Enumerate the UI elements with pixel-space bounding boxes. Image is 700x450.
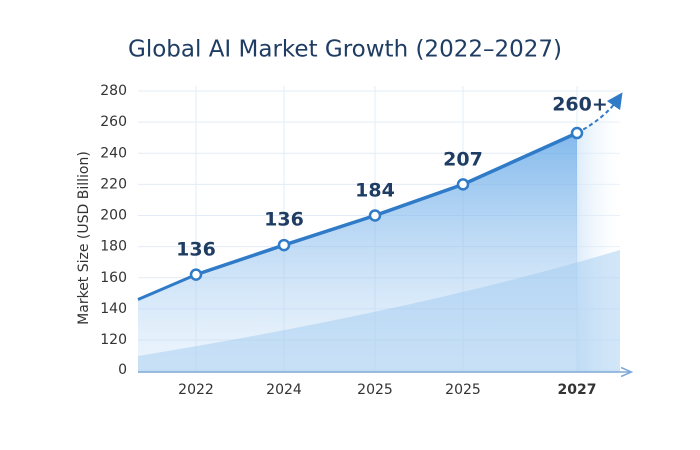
y-tick-label: 280 bbox=[100, 83, 127, 99]
point bbox=[189, 268, 203, 281]
y-tick-label: 0 bbox=[118, 362, 127, 378]
chart-title: Global AI Market Growth (2022–2027) bbox=[128, 37, 562, 63]
lower-band bbox=[138, 250, 620, 372]
x-tick-label: 2022 bbox=[178, 382, 214, 398]
point bbox=[456, 178, 470, 191]
point bbox=[277, 238, 291, 252]
data-annotation: 136 bbox=[176, 239, 216, 261]
x-tick-label: 2025 bbox=[357, 382, 393, 398]
area-fade bbox=[577, 100, 620, 372]
y-tick-label: 200 bbox=[100, 208, 127, 224]
y-tick-label: 140 bbox=[100, 301, 127, 317]
y-tick-label: 160 bbox=[100, 270, 127, 286]
data-annotation: 136 bbox=[264, 209, 304, 231]
y-tick-label: 260 bbox=[100, 114, 127, 130]
data-annotation: 207 bbox=[443, 149, 483, 171]
point bbox=[368, 209, 382, 222]
data-annotation: 184 bbox=[355, 180, 395, 202]
y-tick-label: 120 bbox=[100, 332, 127, 348]
point bbox=[570, 126, 584, 140]
trend-arrow bbox=[576, 92, 623, 134]
y-tick-label: 220 bbox=[100, 176, 127, 192]
y-tick-label: 240 bbox=[100, 145, 127, 161]
line-lead bbox=[137, 273, 197, 301]
x-tick-label: 2027 bbox=[558, 382, 597, 398]
y-axis-title: Market Size (USD Billion) bbox=[76, 151, 92, 325]
x-tick-label: 2025 bbox=[445, 382, 481, 398]
y-tick-label: 180 bbox=[100, 239, 127, 255]
data-annotation: 260+ bbox=[552, 94, 608, 116]
x-tick-label: 2024 bbox=[266, 382, 302, 398]
area-fill bbox=[138, 133, 577, 372]
